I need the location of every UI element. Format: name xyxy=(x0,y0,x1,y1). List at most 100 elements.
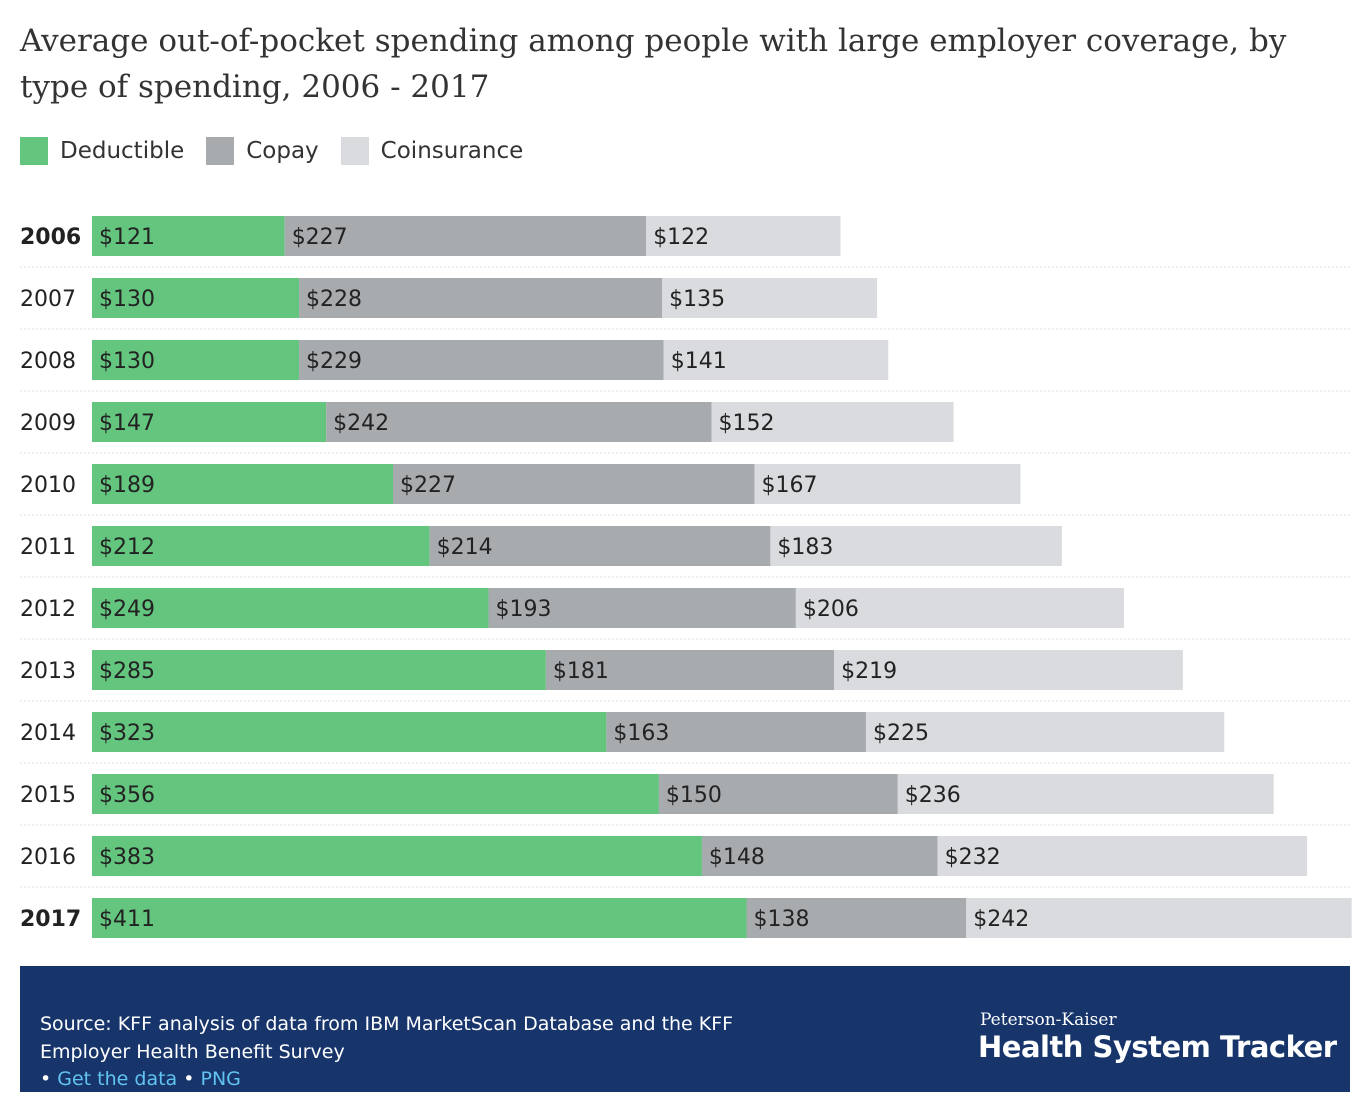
value-label-coinsurance: $219 xyxy=(841,659,897,684)
bar-deductible xyxy=(92,464,393,504)
value-label-coinsurance: $135 xyxy=(669,287,725,312)
get-the-data-link[interactable]: Get the data xyxy=(57,1068,178,1090)
bullet: • xyxy=(40,1068,52,1090)
bar-coinsurance xyxy=(662,278,878,318)
legend-label-deductible: Deductible xyxy=(60,138,185,164)
bar-coinsurance xyxy=(834,650,1183,690)
year-label: 2014 xyxy=(20,721,76,746)
legend-item-copay: Copay xyxy=(206,137,319,165)
value-label-coinsurance: $242 xyxy=(973,907,1029,932)
value-label-coinsurance: $183 xyxy=(777,535,833,560)
value-label-coinsurance: $232 xyxy=(945,845,1001,870)
bar-coinsurance xyxy=(897,774,1274,814)
bar-copay xyxy=(392,464,755,504)
value-label-deductible: $189 xyxy=(99,473,155,498)
value-label-coinsurance: $141 xyxy=(671,349,727,374)
bar-copay xyxy=(658,774,898,814)
bar-coinsurance xyxy=(770,526,1062,566)
bar-copay xyxy=(545,650,835,690)
footer: Source: KFF analysis of data from IBM Ma… xyxy=(20,966,1350,1092)
value-label-copay: $227 xyxy=(292,225,348,250)
value-label-coinsurance: $225 xyxy=(873,721,929,746)
value-label-deductible: $285 xyxy=(99,659,155,684)
value-label-deductible: $411 xyxy=(99,907,155,932)
bar-deductible xyxy=(92,340,300,380)
value-label-copay: $229 xyxy=(306,349,362,374)
value-label-coinsurance: $236 xyxy=(905,783,961,808)
year-label: 2009 xyxy=(20,411,76,436)
legend-swatch-copay xyxy=(206,137,235,165)
value-label-copay: $150 xyxy=(666,783,722,808)
legend-swatch-deductible xyxy=(20,137,48,165)
year-label: 2007 xyxy=(20,287,76,312)
value-label-copay: $214 xyxy=(437,535,493,560)
bar-deductible xyxy=(92,526,430,566)
year-label: 2012 xyxy=(20,597,76,622)
year-label: 2015 xyxy=(20,783,76,808)
bar-copay xyxy=(746,898,967,938)
value-label-deductible: $121 xyxy=(99,225,155,250)
value-label-copay: $193 xyxy=(496,597,552,622)
bar-coinsurance xyxy=(865,712,1225,752)
bar-deductible xyxy=(92,216,285,256)
value-label-copay: $163 xyxy=(613,721,669,746)
bar-copay xyxy=(284,216,647,256)
bar-copay xyxy=(488,588,796,628)
value-label-copay: $138 xyxy=(754,907,810,932)
brand-logo-text: Health System Tracker xyxy=(978,1030,1337,1064)
value-label-deductible: $130 xyxy=(99,349,155,374)
bar-deductible xyxy=(92,650,546,690)
bar-deductible xyxy=(92,588,489,628)
legend-label-copay: Copay xyxy=(246,138,319,164)
bar-coinsurance xyxy=(646,216,841,256)
value-label-deductible: $356 xyxy=(99,783,155,808)
chart-title: Average out-of-pocket spending among peo… xyxy=(20,23,1287,105)
bar-coinsurance xyxy=(754,464,1021,504)
value-label-copay: $181 xyxy=(553,659,609,684)
value-label-deductible: $323 xyxy=(99,721,155,746)
bar-copay xyxy=(326,402,712,442)
value-label-coinsurance: $167 xyxy=(761,473,817,498)
year-label: 2017 xyxy=(20,907,81,932)
value-label-deductible: $249 xyxy=(99,597,155,622)
brand-name-small: Peterson-Kaiser xyxy=(980,1010,1117,1030)
bar-copay xyxy=(606,712,866,752)
bar-coinsurance xyxy=(966,898,1352,938)
value-label-copay: $148 xyxy=(709,845,765,870)
bar-copay xyxy=(299,340,664,380)
bar-coinsurance xyxy=(937,836,1308,876)
bar-coinsurance xyxy=(663,340,889,380)
legend-label-coinsurance: Coinsurance xyxy=(380,138,524,164)
source-note: Source: KFF analysis of data from IBM Ma… xyxy=(40,1013,734,1063)
value-label-coinsurance: $122 xyxy=(653,225,709,250)
value-label-coinsurance: $206 xyxy=(803,597,859,622)
value-label-deductible: $383 xyxy=(99,845,155,870)
year-label: 2016 xyxy=(20,845,76,870)
value-label-copay: $227 xyxy=(400,473,456,498)
stacked-bar-chart: 2006 $121 $227 $122 2007 $130 $228 $135 2008 $130… xyxy=(20,216,1352,938)
footer-links: • Get the data • PNG xyxy=(40,1066,241,1092)
value-label-deductible: $212 xyxy=(99,535,155,560)
bar-deductible xyxy=(92,712,607,752)
value-label-copay: $228 xyxy=(306,287,362,312)
value-label-deductible: $130 xyxy=(99,287,155,312)
value-label-coinsurance: $152 xyxy=(718,411,774,436)
year-label: 2010 xyxy=(20,473,76,498)
bar-coinsurance xyxy=(795,588,1124,628)
bar-copay xyxy=(299,278,663,318)
year-label: 2011 xyxy=(20,535,76,560)
bar-coinsurance xyxy=(711,402,954,442)
legend-item-coinsurance: Coinsurance xyxy=(340,137,524,165)
legend: Deductible Copay Coinsurance xyxy=(20,136,545,166)
bar-deductible xyxy=(92,836,702,876)
year-label: 2006 xyxy=(20,225,81,250)
bar-deductible xyxy=(92,774,659,814)
value-label-copay: $242 xyxy=(333,411,389,436)
png-link[interactable]: PNG xyxy=(200,1068,241,1090)
bullet: • xyxy=(183,1068,195,1090)
legend-item-deductible: Deductible xyxy=(20,137,184,165)
bar-copay xyxy=(701,836,938,876)
bar-deductible xyxy=(92,898,747,938)
bar-deductible xyxy=(92,278,300,318)
value-label-deductible: $147 xyxy=(99,411,155,436)
